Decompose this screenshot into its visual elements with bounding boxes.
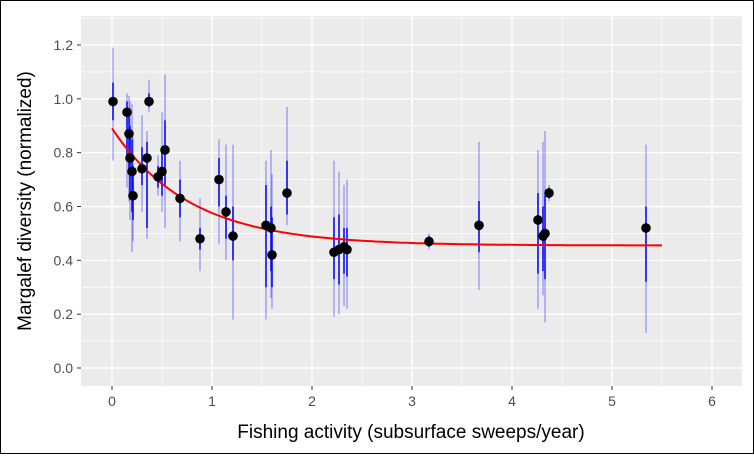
x-axis-label: Fishing activity (subsurface sweeps/year… — [237, 422, 584, 443]
x-tick-label: 6 — [708, 393, 716, 409]
x-tick-label: 3 — [408, 393, 416, 409]
data-point — [195, 233, 205, 244]
data-point — [175, 193, 185, 204]
fit-curve — [111, 127, 662, 247]
y-axis-label: Margalef diversity (normalized) — [15, 71, 36, 331]
data-point — [214, 174, 224, 185]
data-point — [108, 96, 118, 107]
data-point — [282, 188, 292, 198]
data-point — [424, 236, 434, 247]
x-tick-label: 5 — [608, 393, 616, 409]
y-tick-label: 1.0 — [54, 91, 74, 107]
data-point — [157, 166, 167, 177]
y-tick-label: 1.2 — [54, 37, 74, 53]
y-tick-label: 0.8 — [54, 145, 74, 161]
x-tick-label: 0 — [108, 393, 116, 409]
y-tick-label: 0.6 — [54, 198, 74, 214]
x-tick-label: 4 — [508, 393, 516, 409]
data-point — [228, 231, 238, 241]
data-point — [142, 153, 152, 163]
data-point — [266, 223, 276, 233]
data-point — [540, 228, 550, 239]
data-point — [533, 215, 543, 225]
data-point — [342, 244, 352, 255]
data-point — [641, 223, 651, 233]
data-point — [144, 96, 154, 107]
x-tick-label: 2 — [308, 393, 316, 409]
data-point — [544, 188, 554, 198]
x-tick-label: 1 — [208, 393, 216, 409]
data-point — [125, 153, 135, 163]
y-tick-label: 0.4 — [54, 252, 74, 268]
y-tick-label: 0.2 — [54, 306, 74, 322]
data-point — [221, 207, 231, 217]
data-point — [127, 166, 137, 177]
data-point — [160, 145, 170, 155]
data-point — [124, 128, 134, 139]
data-point — [122, 107, 132, 118]
data-point — [137, 163, 147, 174]
data-point — [474, 220, 484, 231]
y-tick-label: 0.0 — [54, 360, 74, 376]
data-point — [128, 190, 138, 201]
data-point — [267, 250, 277, 260]
